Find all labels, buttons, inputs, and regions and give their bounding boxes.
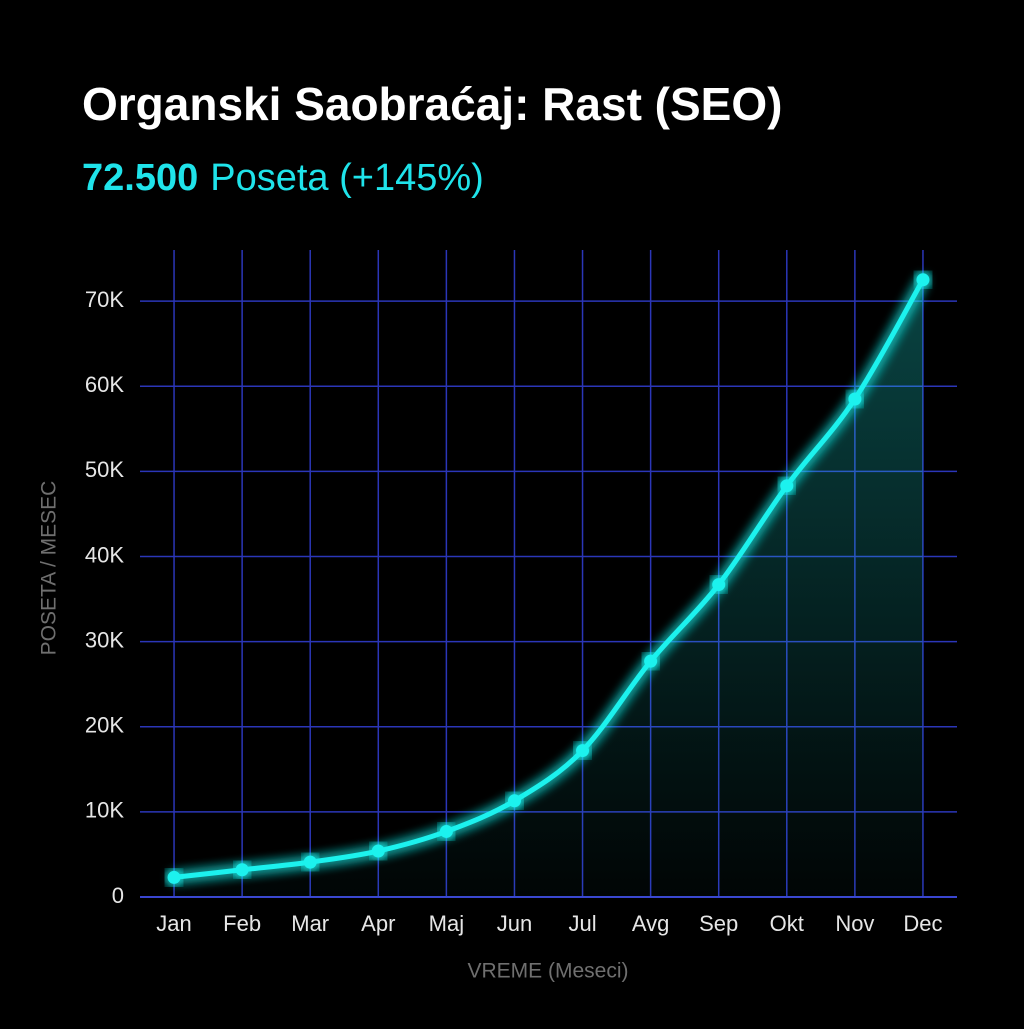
y-axis-title: POSETA / MESEC — [38, 481, 61, 656]
point — [576, 744, 590, 758]
x-tick-label: Jul — [568, 911, 596, 936]
point — [303, 855, 317, 869]
point — [167, 870, 181, 884]
x-tick-label: Maj — [429, 911, 464, 936]
y-tick-label: 0 — [112, 883, 124, 908]
y-tick-label: 70K — [85, 287, 124, 312]
point — [235, 863, 249, 877]
y-tick-label: 30K — [85, 627, 124, 652]
x-tick-label: Nov — [835, 911, 874, 936]
point — [916, 273, 930, 287]
x-axis-title: VREME (Meseci) — [467, 960, 628, 983]
x-tick-label: Sep — [699, 911, 738, 936]
area — [174, 279, 923, 898]
x-tick-label: Mar — [291, 911, 329, 936]
x-tick-label: Jan — [156, 911, 191, 936]
y-tick-label: 40K — [85, 542, 124, 567]
y-tick-label: 50K — [85, 457, 124, 482]
chart-subtitle: 72.500 Poseta (+145%) — [82, 157, 484, 199]
point — [644, 654, 658, 668]
y-tick-label: 20K — [85, 713, 124, 738]
point — [507, 794, 521, 808]
point — [780, 479, 794, 493]
x-tick-label: Avg — [632, 911, 670, 936]
chart-title: Organski Saobraćaj: Rast (SEO) — [82, 78, 782, 130]
x-tick-label: Okt — [770, 911, 804, 936]
y-tick-label: 10K — [85, 798, 124, 823]
x-tick-label: Apr — [361, 911, 395, 936]
x-tick-label: Dec — [903, 911, 942, 936]
y-tick-label: 60K — [85, 372, 124, 397]
subtitle-value: 72.500 — [82, 157, 198, 199]
point — [371, 844, 385, 858]
point — [848, 392, 862, 406]
x-tick-label: Feb — [223, 911, 261, 936]
point — [712, 578, 726, 592]
x-tick-label: Jun — [497, 911, 532, 936]
point — [439, 824, 453, 838]
subtitle-text: Poseta (+145%) — [210, 157, 484, 199]
